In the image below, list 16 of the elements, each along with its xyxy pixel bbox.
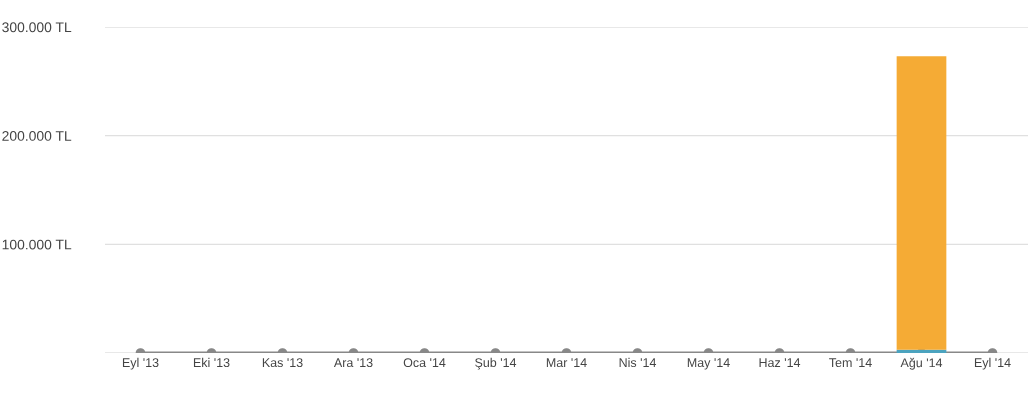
x-tick-label: Eyl '14 <box>974 357 1011 370</box>
y-tick-label: 200.000 TL <box>2 131 72 141</box>
x-tick-label: May '14 <box>687 358 730 370</box>
x-tick-label: Kas '13 <box>262 358 303 368</box>
x-tick-label: Oca '14 <box>403 358 446 368</box>
x-tick-label: Haz '14 <box>759 358 801 368</box>
y-tick-label: 100.000 TL <box>2 239 72 250</box>
x-tick-label: Eyl '13 <box>122 357 159 370</box>
x-tick-label: Nis '14 <box>619 357 657 368</box>
x-tick-label: Şub '14 <box>475 357 517 370</box>
x-tick-label: Eki '13 <box>193 357 230 368</box>
y-tick-label: 300.000 TL <box>2 22 72 33</box>
x-tick-label: Ara '13 <box>333 358 373 368</box>
x-tick-label: Tem '14 <box>829 358 872 368</box>
x-tick-label: Mar '14 <box>546 358 587 368</box>
x-tick-label: Ağu '14 <box>900 357 943 370</box>
